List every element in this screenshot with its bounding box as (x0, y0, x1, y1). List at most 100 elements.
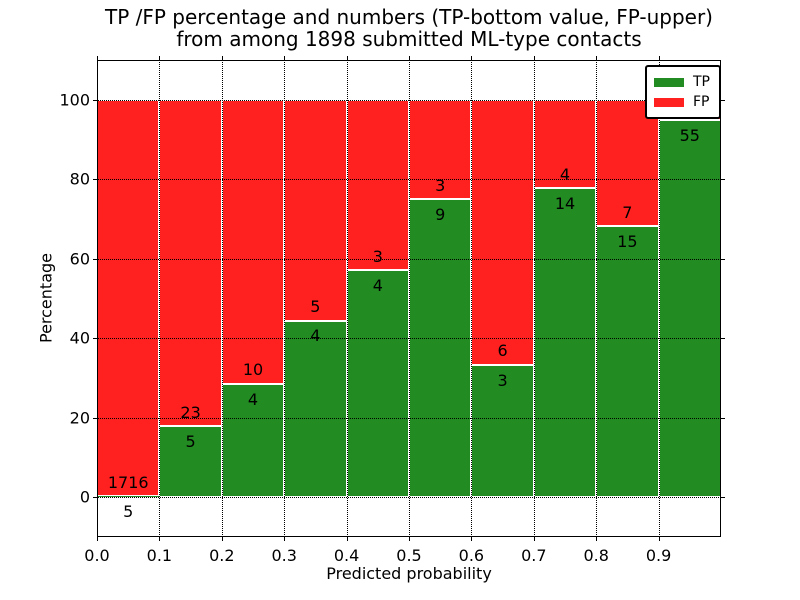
tp-count-label: 9 (435, 205, 446, 225)
fp-count-label: 5 (310, 297, 321, 317)
x-tick-label: 0.8 (583, 546, 609, 565)
tp-count-label: 15 (617, 232, 638, 252)
legend-label-fp: FP (693, 94, 710, 110)
fp-count-label: 3 (435, 175, 446, 195)
x-tick-label: 0.5 (396, 546, 422, 565)
legend-item-fp: FP (654, 92, 710, 112)
bar-segment-fp (596, 99, 659, 227)
tp-count-label: 14 (554, 193, 576, 213)
bars-layer (97, 60, 721, 537)
y-tick-label: 100 (59, 90, 90, 110)
x-tick-mark-bottom (596, 537, 598, 541)
x-tick-mark-bottom (221, 537, 223, 541)
legend: TP FP (645, 65, 721, 119)
y-tick-mark-left (93, 99, 97, 101)
x-tick-mark-bottom (284, 537, 286, 541)
y-tick-mark-right (721, 99, 725, 101)
y-tick-mark-right (721, 497, 725, 499)
bar-segment-fp (346, 99, 409, 271)
fp-count-label: 23 (180, 402, 201, 422)
x-tick-mark-top (471, 56, 473, 60)
y-tick-mark-left (93, 258, 97, 260)
y-axis-label: Percentage (36, 252, 56, 344)
tp-count-label: 4 (310, 326, 321, 346)
y-tick-label: 0 (79, 487, 90, 507)
gridline-v (159, 60, 161, 537)
bar-segment-tp (159, 426, 222, 498)
gridline-v (596, 60, 598, 537)
bar-segment-tp (658, 120, 721, 498)
tp-count-label: 5 (185, 432, 196, 452)
y-tick-label: 60 (69, 249, 90, 269)
x-tick-label: 0.1 (146, 546, 173, 565)
chart-title-line1: TP /FP percentage and numbers (TP-bottom… (105, 5, 713, 29)
x-tick-label: 0.9 (645, 546, 672, 565)
x-tick-mark-top (533, 56, 535, 60)
gridline-v (284, 60, 286, 537)
x-tick-mark-top (159, 56, 161, 60)
x-tick-label: 0.3 (271, 546, 297, 565)
fp-count-label: 3 (372, 246, 383, 266)
y-tick-label: 80 (69, 169, 90, 189)
x-tick-label: 0.6 (458, 546, 485, 565)
x-tick-mark-top (409, 56, 410, 60)
fp-count-label: 6 (497, 341, 508, 361)
gridline-v (409, 60, 410, 537)
x-axis-label: Predicted probability (326, 564, 492, 583)
tp-count-label: 55 (679, 126, 700, 146)
y-tick-mark-right (721, 179, 725, 181)
y-tick-mark-left (93, 417, 97, 419)
tp-color-swatch (654, 77, 684, 87)
fp-count-label: 10 (242, 360, 264, 380)
fp-count-label: 7 (622, 202, 633, 222)
chart-title: TP /FP percentage and numbers (TP-bottom… (97, 6, 721, 50)
grid-layer (97, 60, 721, 537)
fp-count-label: 1716 (107, 472, 149, 492)
y-tick-mark-right (721, 338, 725, 340)
x-tick-mark-top (596, 56, 598, 60)
legend-item-tp: TP (654, 72, 710, 92)
x-tick-mark-top (346, 56, 348, 60)
fp-count-label: 4 (559, 164, 571, 184)
x-tick-label: 0.0 (84, 546, 110, 565)
y-tick-label: 20 (69, 408, 90, 428)
chart-title-line2: from among 1898 submitted ML-type contac… (176, 27, 642, 51)
legend-label-tp: TP (693, 74, 710, 90)
bar-segment-tp (596, 226, 659, 498)
x-tick-label: 0.2 (209, 546, 235, 565)
tp-count-label: 4 (247, 389, 259, 409)
x-tick-mark-bottom (658, 537, 660, 541)
tp-count-label: 4 (372, 276, 383, 295)
plot-area: 1716 5 23 5 10 4 5 4 3 4 3 9 6 3 4 14 7 15 55 TP FP (97, 60, 721, 537)
bar-segment-fp (159, 99, 222, 427)
bar-segment-tp (97, 496, 160, 498)
bar-segment-tp (409, 199, 472, 498)
x-tick-mark-top (658, 56, 660, 60)
gridline-v (346, 60, 348, 537)
y-tick-mark-right (721, 258, 725, 260)
x-tick-mark-bottom (97, 537, 98, 541)
y-tick-mark-left (93, 179, 97, 181)
x-tick-mark-bottom (159, 537, 161, 541)
bar-labels-layer: 1716 5 23 5 10 4 5 4 3 4 3 9 6 3 4 14 7 15 55 (97, 60, 721, 537)
y-tick-mark-left (93, 338, 97, 340)
bar-segment-tp (533, 188, 597, 498)
gridline-v (221, 60, 223, 537)
tp-count-label: 5 (123, 501, 134, 521)
y-tick-label: 40 (69, 328, 90, 348)
x-tick-mark-bottom (409, 537, 410, 541)
x-tick-mark-top (284, 56, 286, 60)
y-tick-mark-left (93, 497, 97, 499)
gridline-v (658, 60, 660, 537)
y-tick-mark-right (721, 417, 725, 419)
x-tick-mark-bottom (471, 537, 473, 541)
x-tick-mark-top (221, 56, 223, 60)
x-tick-label: 0.7 (521, 546, 547, 565)
gridline-v (471, 60, 473, 537)
x-tick-mark-bottom (533, 537, 535, 541)
fp-color-swatch (654, 97, 684, 107)
tp-count-label: 3 (497, 370, 508, 390)
x-tick-label: 0.4 (333, 546, 360, 565)
gridline-v (533, 60, 535, 537)
x-tick-mark-top (97, 56, 98, 60)
